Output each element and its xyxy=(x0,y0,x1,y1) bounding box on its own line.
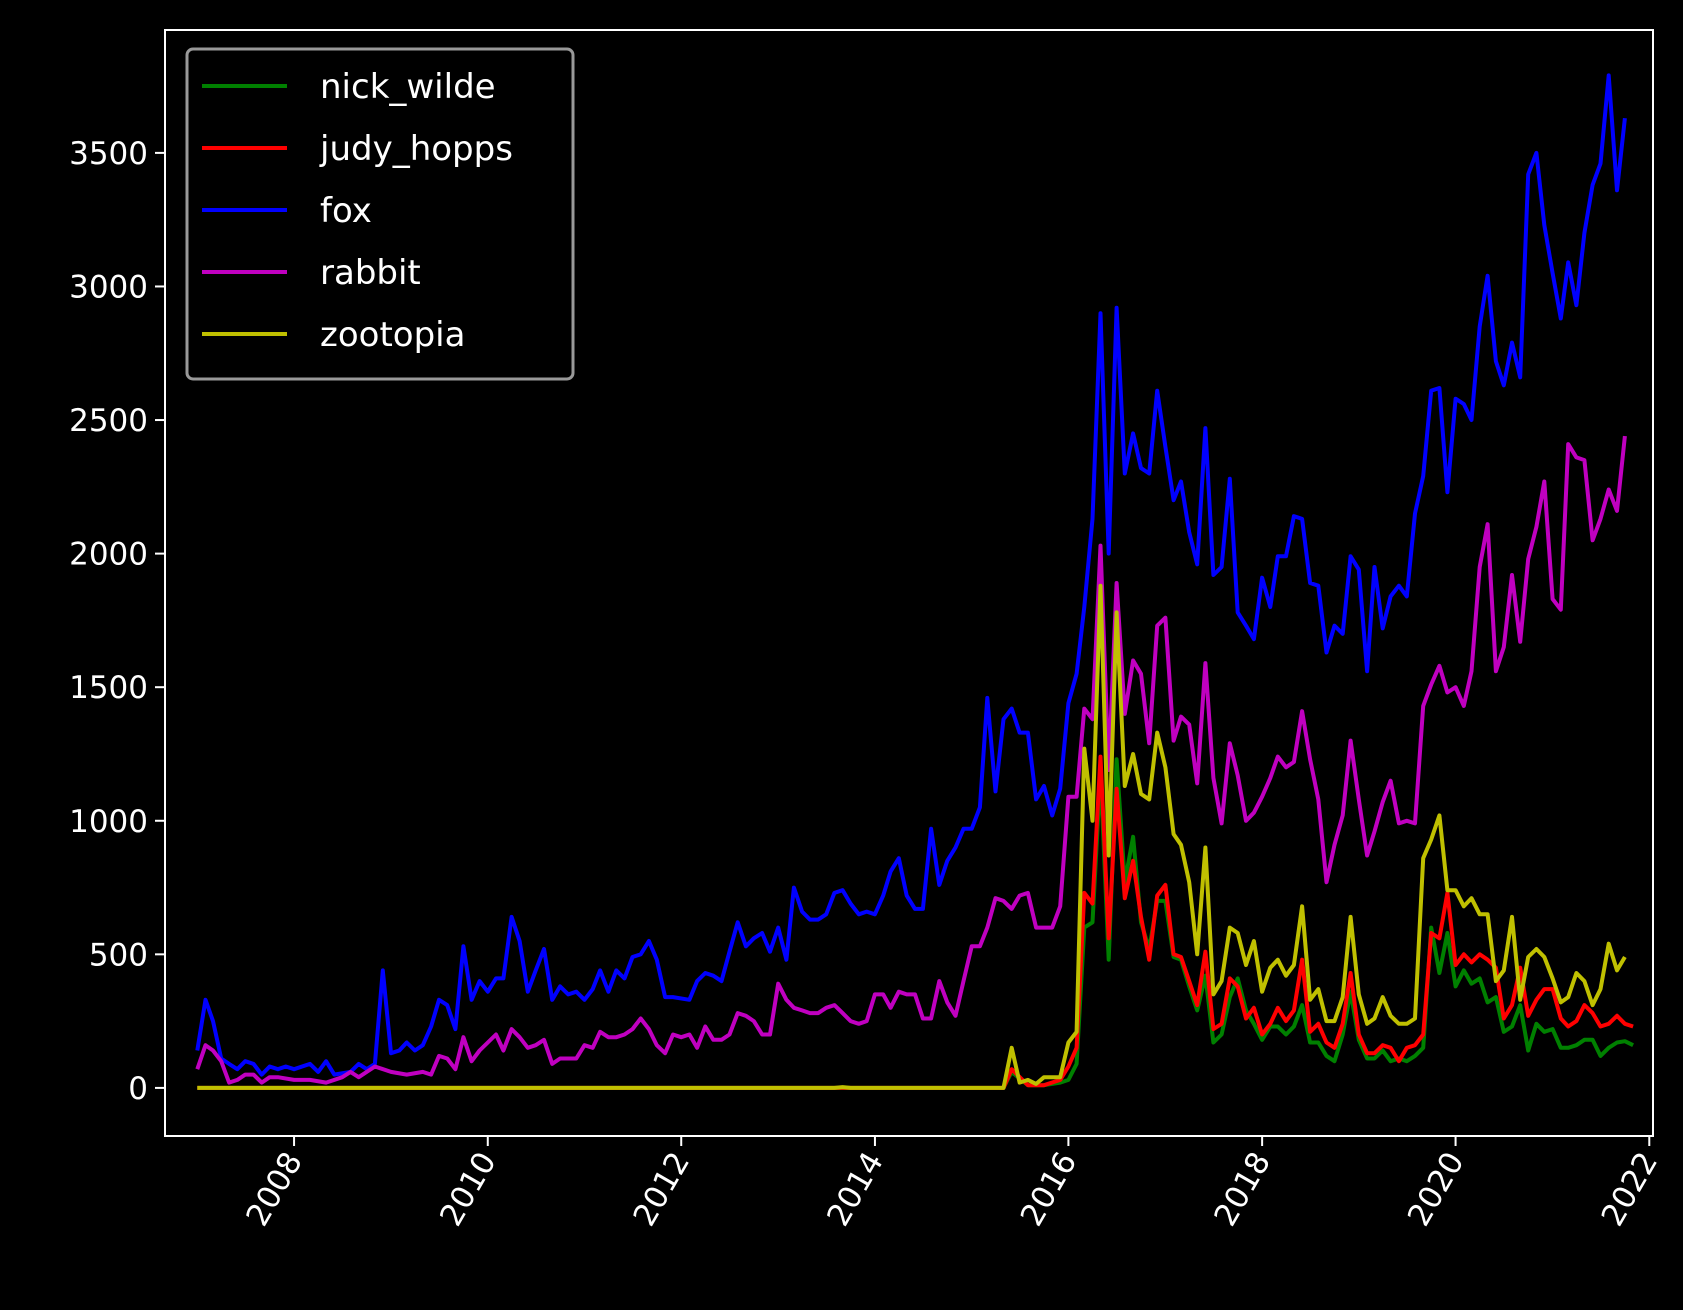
y-tick-label: 1000 xyxy=(69,804,148,840)
y-axis: 0 500 1000 1500 2000 2500 3000 3500 xyxy=(69,136,165,1107)
series-line-zootopia xyxy=(197,583,1627,1090)
y-tick-label: 500 xyxy=(89,937,148,973)
legend-label-fox: fox xyxy=(320,191,372,231)
y-tick-label: 2000 xyxy=(69,537,148,573)
series-line-fox xyxy=(195,73,1627,1077)
y-tick-label: 3500 xyxy=(69,136,148,172)
y-tick-label: 0 xyxy=(128,1071,148,1107)
series-layer xyxy=(195,73,1634,1090)
y-tick-label: 2500 xyxy=(69,403,148,439)
series-line-rabbit xyxy=(195,435,1627,1085)
legend-label-zootopia: zootopia xyxy=(320,315,465,355)
legend-label-judy_hopps: judy_hopps xyxy=(319,129,513,169)
y-tick-label: 1500 xyxy=(69,670,148,706)
legend-label-nick_wilde: nick_wilde xyxy=(320,67,496,107)
y-tick-label: 3000 xyxy=(69,269,148,305)
series-line-judy_hopps xyxy=(197,754,1634,1090)
plot-frame xyxy=(164,29,1654,1137)
legend-label-rabbit: rabbit xyxy=(320,253,421,293)
legend-box xyxy=(185,47,575,381)
